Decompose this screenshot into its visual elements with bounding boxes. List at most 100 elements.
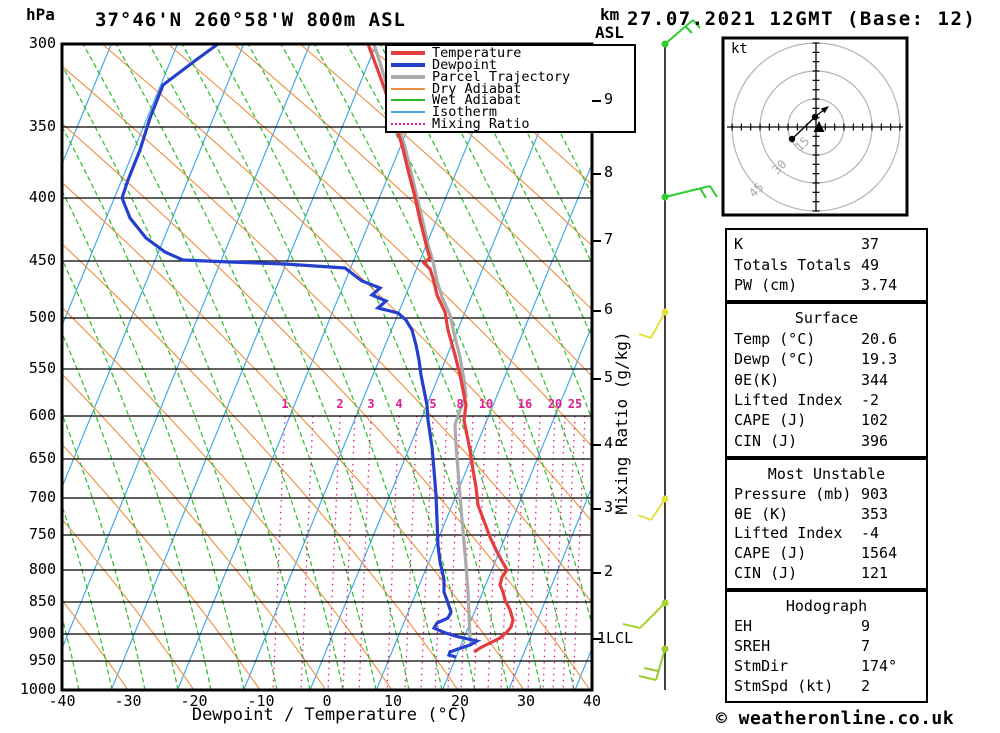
stat-label: Lifted Index — [734, 390, 843, 409]
mixing-ratio-axis-label: Mixing Ratio (g/kg) — [612, 331, 631, 515]
km-tick-label: 7 — [604, 230, 614, 248]
mixing-ratio-tick-label: 3 — [367, 397, 375, 411]
stat-value: 1564 — [861, 544, 898, 563]
stat-label: Temp (°C) — [734, 329, 816, 348]
lcl-tick-mark — [592, 638, 601, 640]
skewt-background-lines — [62, 44, 592, 690]
stat-label: K — [734, 235, 744, 254]
table-row: K 37 — [734, 237, 919, 252]
table-row: Pressure (mb) 903 — [734, 486, 919, 502]
km-tick-mark — [592, 100, 601, 102]
legend-item: Isotherm — [391, 104, 630, 120]
hodograph-kt-label: kt — [731, 41, 748, 57]
pressure-tick-label: 500 — [28, 308, 56, 326]
legend-item: Dry Adiabat — [391, 80, 630, 97]
table-row: Lifted Index -2 — [734, 390, 919, 409]
legend: Temperature Dewpoint Parcel Trajectory Dry … — [385, 44, 636, 133]
table-row: θE (K) 353 — [734, 504, 919, 523]
pressure-tick-label: 1000 — [19, 680, 56, 698]
mixing-ratio-tick-label: 2 — [336, 397, 344, 411]
stat-label: EH — [734, 617, 753, 635]
legend-item-label: Parcel Trajectory — [432, 68, 571, 85]
legend-item-label: Dry Adiabat — [432, 80, 522, 97]
indices-table: K 37 Totals Totals 49 PW (cm) 3.74 — [725, 228, 928, 302]
temperature-curve — [366, 44, 515, 654]
legend-swatch-dry-adiabat — [391, 87, 425, 90]
pressure-unit-label: hPa — [26, 5, 55, 24]
surface-table: Surface Temp (°C) 20.6 Dewp (°C) 19.3 θE(K) 3… — [725, 302, 928, 458]
hodograph-arrowhead — [820, 106, 829, 114]
table-row: Temp (°C) 20.6 — [734, 329, 919, 348]
stat-label: θE (K) — [734, 504, 789, 523]
storm-motion-marker — [813, 121, 825, 132]
stat-value: 174° — [861, 657, 898, 675]
stat-value: 19.3 — [861, 350, 898, 369]
legend-swatch-parcel-trajectory — [391, 74, 425, 79]
pressure-tick-label: 600 — [28, 406, 56, 424]
temp-tick-label: 40 — [582, 692, 602, 710]
asl-unit-label: ASL — [595, 23, 624, 42]
hodograph-table: Hodograph EH 9 SREH 7 StmDir 174° StmSpd (kt) 2 — [725, 590, 928, 703]
dewpoint-curve — [120, 44, 482, 659]
temp-tick-label: 0 — [322, 692, 332, 710]
legend-item-label: Isotherm — [432, 104, 498, 120]
stat-value: 344 — [861, 370, 889, 389]
legend-item-label: Mixing Ratio — [432, 115, 530, 132]
wind-barb — [661, 185, 718, 201]
table-row: θE(K) 344 — [734, 370, 919, 389]
mixing-ratio-tick-label: 25 — [567, 397, 583, 411]
legend-item: Parcel Trajectory — [391, 68, 630, 85]
table-row: Dewp (°C) 19.3 — [734, 352, 919, 367]
wind-barb — [638, 645, 669, 681]
stat-label: Lifted Index — [734, 524, 843, 543]
pressure-tick-label: 550 — [28, 359, 56, 377]
pressure-tick-label: 700 — [28, 488, 56, 506]
km-tick-label: 6 — [604, 300, 614, 318]
wind-barb — [637, 495, 669, 521]
table-row: CAPE (J) 102 — [734, 413, 919, 428]
stat-label: SREH — [734, 637, 771, 655]
km-tick-label: 9 — [604, 90, 614, 108]
pressure-tick-label: 350 — [28, 117, 56, 135]
table-row: Lifted Index -4 — [734, 526, 919, 541]
temp-tick-label: -20 — [180, 692, 208, 710]
stat-value: 49 — [861, 255, 880, 274]
stat-value: 396 — [861, 431, 889, 450]
legend-swatch-temperature — [391, 51, 425, 56]
km-tick-label: 2 — [604, 562, 614, 580]
mixing-ratio-tick-label: 20 — [547, 397, 563, 411]
footer-credit: © weatheronline.co.uk — [716, 708, 955, 729]
wind-barb — [622, 599, 669, 629]
mixing-ratio-tick-label: 10 — [478, 397, 494, 411]
table-row: CIN (J) 121 — [734, 566, 919, 581]
stat-value: 20.6 — [861, 329, 898, 348]
pressure-gridlines — [62, 126, 592, 662]
most-unstable-table-heading: Most Unstable — [767, 464, 886, 483]
legend-item: Temperature — [391, 45, 630, 62]
legend-swatch-dewpoint — [391, 63, 425, 67]
stat-label: θE(K) — [734, 370, 780, 389]
temp-tick-label: 10 — [383, 692, 403, 710]
table-row: SREH 7 — [734, 639, 919, 654]
pressure-tick-label: 450 — [28, 251, 56, 269]
table-row: CIN (J) 396 — [734, 431, 919, 450]
stat-value: 2 — [861, 677, 871, 695]
stat-label: CIN (J) — [734, 564, 798, 583]
legend-item: Dewpoint — [391, 58, 630, 72]
plot-border — [60, 42, 594, 692]
sounding-curves — [120, 44, 515, 659]
stat-value: 9 — [861, 617, 871, 635]
km-tick-label: 3 — [604, 498, 614, 516]
stat-label: CIN (J) — [734, 431, 798, 450]
stat-label: StmDir — [734, 657, 789, 675]
x-axis-label: Dewpoint / Temperature (°C) — [191, 705, 469, 725]
legend-item-label: Temperature — [432, 45, 522, 62]
mixing-ratio-tick-label: 8 — [456, 397, 464, 411]
km-tick-mark — [592, 310, 601, 312]
pressure-tick-label: 300 — [28, 34, 56, 52]
stat-label: StmSpd (kt) — [734, 677, 834, 695]
table-row: StmDir 174° — [734, 659, 919, 674]
legend-item: Mixing Ratio — [391, 115, 630, 132]
pressure-tick-label: 950 — [28, 651, 56, 669]
